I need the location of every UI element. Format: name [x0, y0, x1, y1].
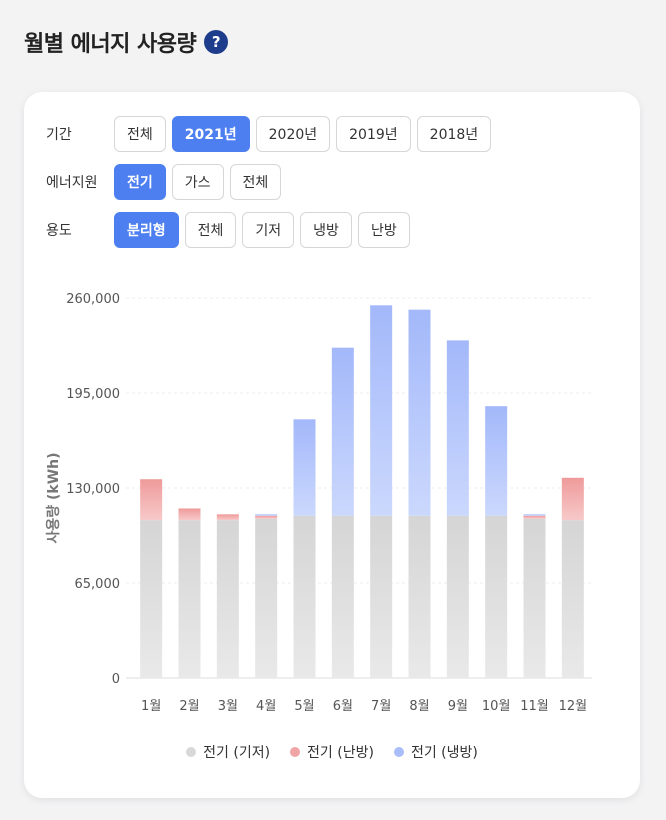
- usage-option-button[interactable]: 전체: [184, 212, 237, 248]
- monthly-energy-chart: 0 65,000 130,000 195,000 260,000 사용량 (kWh) 1월 2…: [46, 292, 592, 714]
- help-icon[interactable]: ?: [204, 30, 229, 54]
- legend-dot-heating: [290, 747, 301, 757]
- filter-label-period: 기간: [46, 127, 72, 143]
- chart-legend: 전기 (기저) 전기 (난방) 전기 (냉방): [24, 742, 640, 762]
- energy-source-option-button[interactable]: 전기: [114, 164, 166, 200]
- energy-source-option-button[interactable]: 전체: [229, 164, 282, 200]
- legend-label-base: 전기 (기저): [203, 745, 271, 761]
- bar-segment-base[interactable]: [331, 515, 354, 678]
- bar-segment-base[interactable]: [178, 520, 201, 678]
- bar-segment-base[interactable]: [523, 518, 546, 678]
- x-tick-label: 1월: [141, 699, 161, 714]
- bar-segment-cooling[interactable]: [408, 309, 431, 516]
- legend-item-cooling[interactable]: 전기 (냉방): [393, 742, 478, 762]
- bar-segment-base[interactable]: [408, 515, 431, 678]
- bar-segment-base[interactable]: [216, 520, 239, 678]
- legend-item-heating[interactable]: 전기 (난방): [290, 742, 374, 762]
- x-tick-label: 12월: [559, 699, 588, 714]
- bar-segment-base[interactable]: [561, 520, 584, 678]
- page-title-text: 월별 에너지 사용량: [24, 32, 197, 57]
- filter-row-usage: 용도 분리형 전체 기저 냉방 난방: [46, 212, 410, 248]
- filter-label-energy-source: 에너지원: [46, 175, 98, 191]
- bar-segment-base[interactable]: [446, 515, 469, 678]
- filter-row-period: 기간 전체 2021년 2020년 2019년 2018년: [46, 116, 492, 152]
- legend-item-base[interactable]: 전기 (기저): [186, 742, 270, 762]
- x-tick-label: 10월: [482, 699, 511, 714]
- bar-segment-cooling[interactable]: [255, 514, 278, 516]
- period-option-button[interactable]: 2020년: [255, 116, 331, 152]
- x-tick-label: 7월: [371, 699, 391, 714]
- legend-dot-base: [186, 747, 197, 757]
- bar-segment-base[interactable]: [140, 520, 163, 678]
- x-tick-label: 11월: [520, 699, 549, 714]
- usage-button-group: 분리형 전체 기저 냉방 난방: [114, 212, 410, 248]
- period-button-group: 전체 2021년 2020년 2019년 2018년: [114, 116, 492, 152]
- period-option-button[interactable]: 2021년: [171, 116, 250, 152]
- period-option-button[interactable]: 전체: [114, 116, 166, 152]
- legend-label-cooling: 전기 (냉방): [410, 745, 478, 761]
- x-tick-label: 6월: [333, 699, 353, 714]
- period-option-button[interactable]: 2018년: [416, 116, 492, 152]
- x-tick-label: 8월: [409, 699, 429, 714]
- bar-segment-cooling[interactable]: [293, 419, 316, 516]
- bar-segment-heating[interactable]: [523, 515, 546, 519]
- page-title: 월별 에너지 사용량 ?: [24, 26, 229, 58]
- usage-option-button[interactable]: 난방: [357, 212, 410, 248]
- bar-segment-cooling[interactable]: [370, 305, 393, 516]
- bar-segment-cooling[interactable]: [485, 406, 508, 516]
- bar-segment-heating[interactable]: [216, 514, 239, 521]
- y-tick-label: 130,000: [66, 482, 120, 497]
- filter-label-usage: 용도: [46, 223, 72, 239]
- bar-segment-base[interactable]: [485, 515, 508, 678]
- bar-segment-base[interactable]: [255, 518, 278, 678]
- bar-segment-base[interactable]: [370, 515, 393, 678]
- x-tick-label: 4월: [256, 699, 276, 714]
- chart-card: 기간 전체 2021년 2020년 2019년 2018년 에너지원 전기 가스 전체 용도…: [24, 92, 640, 798]
- bar-segment-heating[interactable]: [178, 508, 201, 521]
- usage-option-button[interactable]: 기저: [242, 212, 295, 248]
- bar-segment-heating[interactable]: [255, 515, 278, 519]
- y-tick-label: 195,000: [66, 387, 120, 402]
- bar-segment-heating[interactable]: [561, 477, 584, 521]
- usage-option-button[interactable]: 분리형: [114, 212, 179, 248]
- bar-segment-heating[interactable]: [140, 479, 163, 521]
- bar-segment-cooling[interactable]: [446, 340, 469, 516]
- legend-label-heating: 전기 (난방): [307, 745, 374, 761]
- period-option-button[interactable]: 2019년: [336, 116, 411, 152]
- x-tick-label: 9월: [448, 699, 468, 714]
- legend-dot-cooling: [393, 747, 404, 757]
- y-axis-title: 사용량 (kWh): [46, 452, 62, 543]
- energy-source-option-button[interactable]: 가스: [171, 164, 224, 200]
- x-tick-label: 2월: [179, 699, 199, 714]
- y-tick-label: 65,000: [75, 577, 121, 592]
- x-tick-label: 5월: [294, 699, 314, 714]
- filter-row-energy-source: 에너지원 전기 가스 전체: [46, 164, 282, 200]
- bar-segment-cooling[interactable]: [523, 514, 546, 516]
- bar-segment-cooling[interactable]: [331, 347, 354, 516]
- y-tick-label: 0: [112, 672, 120, 687]
- energy-source-button-group: 전기 가스 전체: [114, 164, 282, 200]
- bar-segment-base[interactable]: [293, 515, 316, 678]
- y-tick-label: 260,000: [66, 292, 120, 307]
- x-tick-label: 3월: [218, 699, 238, 714]
- usage-option-button[interactable]: 냉방: [300, 212, 352, 248]
